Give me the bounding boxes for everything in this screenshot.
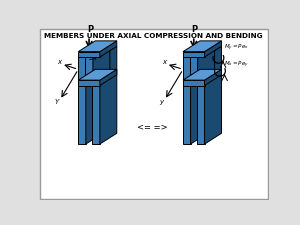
Polygon shape [183,52,205,57]
Text: MEMBERS UNDER AXIAL COMPRESSION AND BENDING: MEMBERS UNDER AXIAL COMPRESSION AND BEND… [44,33,263,39]
Text: P: P [191,25,198,34]
Polygon shape [78,52,100,57]
Text: Y: Y [55,99,59,106]
Text: x: x [57,59,61,65]
Polygon shape [197,57,205,144]
Text: $e_y$: $e_y$ [92,53,98,63]
FancyBboxPatch shape [40,29,268,199]
Text: y: y [159,99,164,106]
Polygon shape [205,46,221,144]
Polygon shape [183,57,190,144]
Polygon shape [86,46,103,144]
Polygon shape [93,46,110,80]
Text: x: x [162,59,166,65]
Text: <= =>: <= => [137,123,167,132]
Polygon shape [85,57,93,80]
Polygon shape [100,41,117,57]
Polygon shape [100,69,117,86]
Polygon shape [190,46,208,144]
Polygon shape [183,80,205,86]
Polygon shape [78,41,117,52]
Polygon shape [190,57,198,80]
Polygon shape [78,80,100,86]
Text: $e_x$: $e_x$ [92,48,98,56]
Polygon shape [78,69,117,80]
Text: $M_x = Pe_y$: $M_x = Pe_y$ [224,60,249,70]
Polygon shape [205,41,221,57]
Polygon shape [198,46,214,80]
Polygon shape [205,69,221,86]
Polygon shape [183,69,221,80]
Polygon shape [183,41,221,52]
Polygon shape [92,57,100,144]
Text: P: P [87,25,93,34]
Polygon shape [100,46,117,144]
Text: $M_y = Pe_x$: $M_y = Pe_x$ [224,43,249,53]
Polygon shape [78,57,86,144]
